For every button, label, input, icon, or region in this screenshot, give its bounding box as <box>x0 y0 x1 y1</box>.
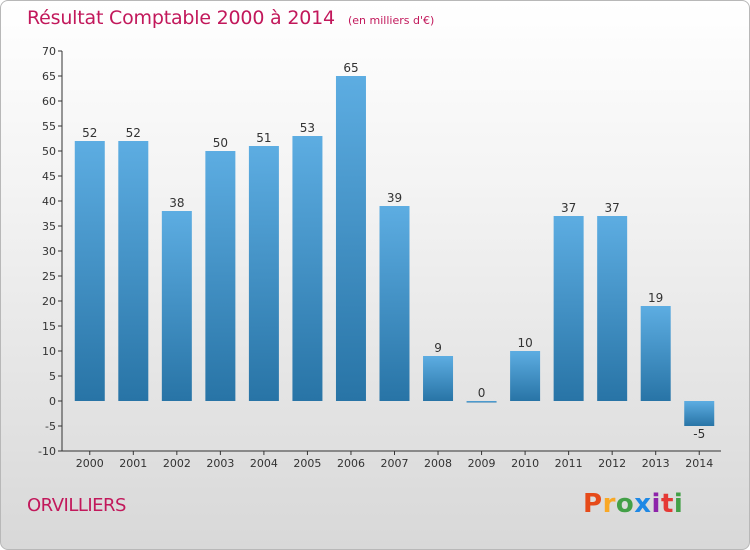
bar-2006 <box>335 76 366 401</box>
x-tick-label: 2009 <box>468 457 496 470</box>
x-tick-label: 2008 <box>424 457 452 470</box>
city-name: ORVILLIERS <box>27 495 126 516</box>
value-label-2009: 0 <box>478 386 486 400</box>
y-tick-label: 30 <box>42 245 56 258</box>
chart-title-unit: (en milliers d'€) <box>347 14 435 27</box>
y-tick-label: 10 <box>42 345 56 358</box>
bar-2001 <box>118 141 149 401</box>
y-tick-label: 25 <box>42 270 56 283</box>
x-tick-label: 2007 <box>381 457 409 470</box>
bar-2008 <box>423 356 454 401</box>
bar-2014 <box>684 401 715 426</box>
value-label-2005: 53 <box>300 121 315 135</box>
value-label-2014: -5 <box>693 427 705 441</box>
y-tick-label: -10 <box>38 445 56 458</box>
value-label-2004: 51 <box>256 131 271 145</box>
x-tick-label: 2000 <box>76 457 104 470</box>
y-tick-label: -5 <box>45 420 56 433</box>
value-label-2003: 50 <box>213 136 228 150</box>
y-tick-label: 20 <box>42 295 56 308</box>
value-label-2000: 52 <box>82 126 97 140</box>
bar-2011 <box>553 216 584 401</box>
bar-2000 <box>74 141 105 401</box>
x-tick-label: 2010 <box>511 457 539 470</box>
y-tick-label: 70 <box>42 45 56 58</box>
y-tick-label: 40 <box>42 195 56 208</box>
chart-value-labels: 52 52 38 50 51 53 65 39 9 0 10 37 37 19 -5 <box>82 61 705 441</box>
bar-2012 <box>597 216 628 401</box>
bar-2005 <box>292 136 323 401</box>
x-tick-label: 2012 <box>598 457 626 470</box>
y-tick-label: 50 <box>42 145 56 158</box>
logo-letter: r <box>602 489 616 519</box>
x-tick-label: 2003 <box>206 457 234 470</box>
x-tick-label: 2006 <box>337 457 365 470</box>
value-label-2002: 38 <box>169 196 184 210</box>
bar-2004 <box>248 146 279 401</box>
y-tick-label: 60 <box>42 95 56 108</box>
bar-2009 <box>466 401 497 403</box>
y-tick-label: 15 <box>42 320 56 333</box>
value-label-2001: 52 <box>126 126 141 140</box>
value-label-2010: 10 <box>517 336 532 350</box>
x-tick-label: 2002 <box>163 457 191 470</box>
value-label-2006: 65 <box>343 61 358 75</box>
logo-letter: x <box>634 489 652 519</box>
value-label-2007: 39 <box>387 191 402 205</box>
x-tick-label: 2004 <box>250 457 278 470</box>
value-label-2012: 37 <box>605 201 620 215</box>
x-tick-label: 2011 <box>555 457 583 470</box>
bar-2010 <box>510 351 541 401</box>
logo-letter: o <box>615 489 635 519</box>
chart-title-main: Résultat Comptable 2000 à 2014 <box>27 7 335 29</box>
y-tick-label: 35 <box>42 220 56 233</box>
logo-letter: t <box>660 489 674 519</box>
logo-letter: i <box>651 489 661 519</box>
bar-2007 <box>379 206 410 401</box>
x-tick-label: 2013 <box>642 457 670 470</box>
bar-2013 <box>640 306 671 401</box>
x-tick-label: 2005 <box>293 457 321 470</box>
chart-title: Résultat Comptable 2000 à 2014 (en milli… <box>27 7 434 29</box>
proxiti-logo: Proxiti <box>583 489 683 519</box>
bar-2003 <box>205 151 236 401</box>
x-tick-label: 2001 <box>119 457 147 470</box>
chart-bars <box>74 76 715 426</box>
y-tick-label: 65 <box>42 70 56 83</box>
y-tick-label: 0 <box>49 395 56 408</box>
value-label-2008: 9 <box>434 341 442 355</box>
logo-letter: P <box>583 489 603 519</box>
value-label-2011: 37 <box>561 201 576 215</box>
y-tick-label: 45 <box>42 170 56 183</box>
y-tick-label: 55 <box>42 120 56 133</box>
value-label-2013: 19 <box>648 291 663 305</box>
y-tick-label: 5 <box>49 370 56 383</box>
logo-letter: i <box>673 489 684 519</box>
bar-2002 <box>161 211 192 401</box>
x-tick-label: 2014 <box>685 457 713 470</box>
